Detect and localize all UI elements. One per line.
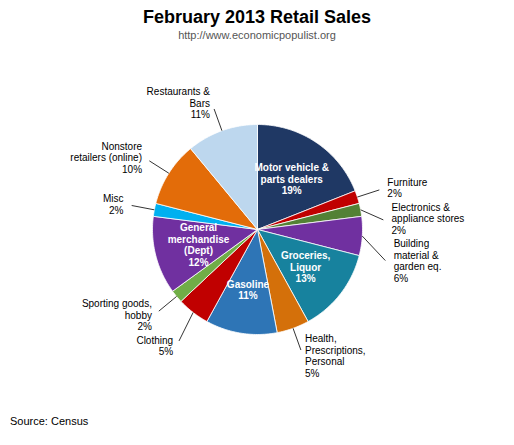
html-text:http://www.economicpopulist.or: http://www.economicpopulist.org	[178, 29, 336, 41]
svg-text:Gasoline11%: Gasoline11%	[227, 279, 270, 302]
svg-text:Restaurants &Bars11%: Restaurants &Bars11%	[147, 86, 211, 120]
svg-text:Health,Prescriptions,Personal5: Health,Prescriptions,Personal5%	[305, 333, 366, 379]
html-text:February 2013 Retail Sales: February 2013 Retail Sales	[142, 7, 372, 27]
svg-text:Sporting goods,hobby2%: Sporting goods,hobby2%	[82, 298, 152, 332]
svg-text:Nonstoreretailers (online)10%: Nonstoreretailers (online)10%	[70, 141, 142, 175]
svg-text:Groceries,Liquor13%: Groceries,Liquor13%	[281, 250, 331, 284]
svg-text:Buildingmaterial &garden eq.6%: Buildingmaterial &garden eq.6%	[394, 238, 442, 284]
svg-text:Clothing5%: Clothing5%	[136, 335, 173, 358]
html-text:Source: Census: Source: Census	[10, 415, 89, 427]
svg-text:Furniture2%: Furniture2%	[387, 177, 427, 200]
svg-text:Misc2%: Misc2%	[103, 193, 124, 216]
svg-text:Electronics &appliance stores2: Electronics &appliance stores2%	[392, 202, 465, 236]
svg-text:Motor vehicle &parts dealers19: Motor vehicle &parts dealers19%	[254, 162, 328, 196]
svg-text:Generalmerchandise(Dept)12%: Generalmerchandise(Dept)12%	[168, 222, 230, 268]
